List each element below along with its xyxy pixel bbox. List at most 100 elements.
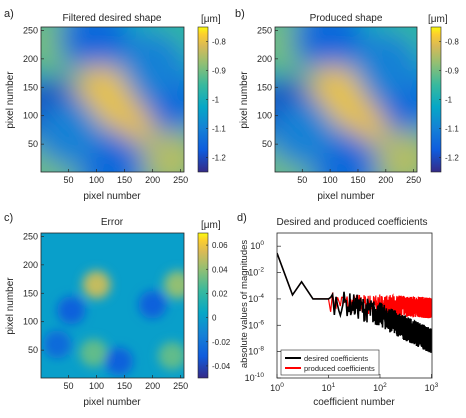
panel-a: a) Filtered desired shape 50 100 150 200 250… [4,8,226,202]
heatmap-ridge [310,64,387,142]
heatmap-feature [293,27,362,73]
colorbar-ticks-b: -0.8 -0.9 -1 -1.1 -1.2 [439,38,459,163]
heatmap-feature [104,347,133,376]
legend-label: desired coefficients [304,354,368,363]
x-tick-label: 100 [323,175,338,185]
heatmap-c [41,233,184,378]
colorbar-unit-a: [μm] [201,14,221,25]
heatmap-b [275,27,417,172]
colorbar-tick-label: -0.8 [212,38,226,47]
x-tick-label: 250 [173,381,188,391]
y-tick-label: 100 [23,111,38,121]
x-tick-label: 50 [297,175,307,185]
colorbar-tick-label: 0.06 [212,241,228,250]
colorbar-tick-label: -0.9 [212,67,226,76]
y-tick-label: 10-8 [248,346,264,357]
y-tick-label: 200 [23,54,38,64]
x-tick-label: 250 [406,175,421,185]
heatmap-feature [158,341,184,370]
panel-c-letter: c) [4,212,13,224]
x-tick-label: 200 [145,381,160,391]
x-tick-label: 200 [145,175,160,185]
panel-c-title: Error [101,217,124,228]
heatmap-feature [118,30,184,99]
plot-frame-d [276,232,433,379]
heatmap-feature [43,330,72,359]
x-tick-label: 100 [89,175,104,185]
x-tick-label: 101 [322,382,336,393]
heatmap-a [41,27,184,172]
y-axis-label-d: absolute values of magnitudes [239,240,250,369]
x-tick-label: 150 [117,381,132,391]
heatmap-feature [275,98,337,167]
y-axis-label-c: pixel number [5,277,16,335]
y-tick-label: 10-4 [248,293,264,304]
axes-b: 50 100 150 200 250 50 100 150 200 250 [257,25,421,185]
y-tick-label: 10-10 [245,372,265,383]
x-tick-label: 100 [89,381,104,391]
x-tick-label: 103 [425,382,439,393]
panel-a-title: Filtered desired shape [63,13,162,24]
colorbar-ticks-c: 0.06 0.04 0.02 0 -0.02 -0.04 [206,241,231,371]
x-axis-label-a: pixel number [83,191,141,202]
y-tick-label: 200 [257,54,272,64]
series-line-desired [277,252,432,353]
plot-frame-a [40,26,185,173]
colorbar-tick-label: -1 [212,96,220,105]
y-axis-label-b: pixel number [239,71,250,129]
colorbar-tick-label: -1.2 [212,154,226,163]
x-tick-label: 200 [378,175,393,185]
y-tick-label: 250 [23,25,38,35]
panel-d: d) Desired and produced coefficients 100… [237,212,439,408]
y-tick-label: 100 [250,240,264,251]
y-tick-label: 200 [23,260,38,270]
colorbar-tick-label: -0.9 [445,67,459,76]
y-axis-label-a: pixel number [5,71,16,129]
plot-frame-b [274,26,418,173]
y-tick-label: 10-6 [248,319,264,330]
heatmap-feature [351,30,417,99]
y-tick-label: 150 [23,82,38,92]
y-tick-label: 50 [28,139,38,149]
x-axis-label-d: coefficient number [313,397,395,408]
y-tick-label: 50 [28,345,38,355]
y-tick-label: 100 [257,111,272,121]
x-axis-label-c: pixel number [83,397,141,408]
heatmap-feature [138,290,167,319]
colorbar-tick-label: -1.1 [212,125,226,134]
x-tick-label: 250 [173,175,188,185]
series-line-produced [277,252,432,319]
colorbar-tick-label: -0.04 [212,362,231,371]
y-tick-label: 150 [257,82,272,92]
colorbar-c [197,232,209,379]
colorbar-tick-label: -1.1 [445,125,459,134]
axes-a: 50 100 150 200 250 50 100 150 200 250 [23,25,188,185]
y-tick-label: 250 [257,25,272,35]
colorbar-unit-b: [μm] [428,14,448,25]
heatmap-feature [57,296,86,325]
y-tick-label: 100 [23,317,38,327]
x-tick-label: 150 [117,175,132,185]
x-tick-label: 50 [63,381,73,391]
y-tick-label: 10-2 [248,267,264,278]
colorbar-tick-label: -1 [445,96,453,105]
panel-b: b) Produced shape 50 100 150 200 250 50 100 150… [235,8,459,202]
colorbar-tick-label: 0 [212,314,217,323]
panel-d-title: Desired and produced coefficients [276,217,427,228]
x-tick-label: 50 [63,175,73,185]
x-tick-label: 102 [373,382,387,393]
heatmap-feature [59,27,128,73]
axes-d: 100 101 102 103 100 10-2 10-4 10-6 10-8 10-10 [245,240,439,393]
panel-a-letter: a) [4,8,14,20]
panel-b-letter: b) [235,8,245,20]
colorbar-tick-label: 0.02 [212,289,228,298]
colorbar-tick-label: -1.2 [445,154,459,163]
colorbar-tick-label: 0.04 [212,265,228,274]
colorbar-tick-label: -0.02 [212,338,231,347]
heatmap-feature [82,270,111,299]
colorbar-unit-c: [μm] [201,220,221,231]
plot-frame-c [40,232,185,379]
colorbar-ticks-a: -0.8 -0.9 -1 -1.1 -1.2 [206,38,226,163]
